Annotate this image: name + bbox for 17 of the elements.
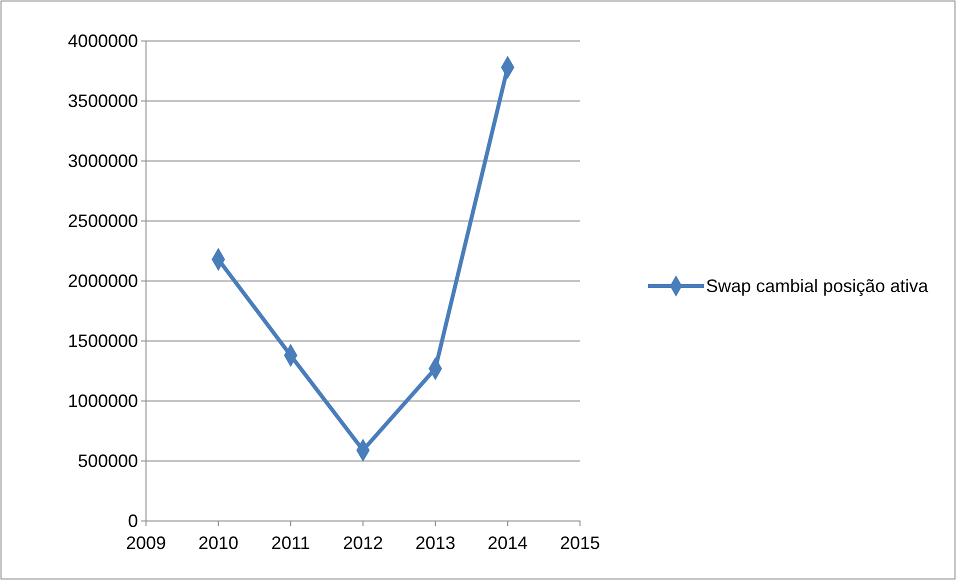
y-tick-label: 3000000 bbox=[68, 150, 138, 171]
y-tick-label: 2000000 bbox=[68, 270, 138, 291]
y-tick-label: 500000 bbox=[78, 450, 138, 471]
y-tick-label: 1000000 bbox=[68, 390, 138, 411]
y-tick-label: 1500000 bbox=[68, 330, 138, 351]
x-tick-label: 2011 bbox=[271, 532, 310, 553]
x-tick-label: 2015 bbox=[560, 532, 600, 553]
legend-label: Swap cambial posição ativa bbox=[706, 276, 930, 296]
y-tick-label: 3500000 bbox=[68, 90, 138, 111]
x-tick-label: 2014 bbox=[488, 532, 528, 553]
x-tick-label: 2009 bbox=[126, 532, 166, 553]
x-tick-label: 2013 bbox=[415, 532, 456, 553]
y-tick-label: 4000000 bbox=[68, 30, 138, 51]
y-tick-label: 2500000 bbox=[68, 210, 138, 231]
x-tick-label: 2010 bbox=[198, 532, 238, 553]
x-tick-label: 2012 bbox=[342, 532, 384, 553]
y-tick-label: 0 bbox=[128, 510, 138, 531]
